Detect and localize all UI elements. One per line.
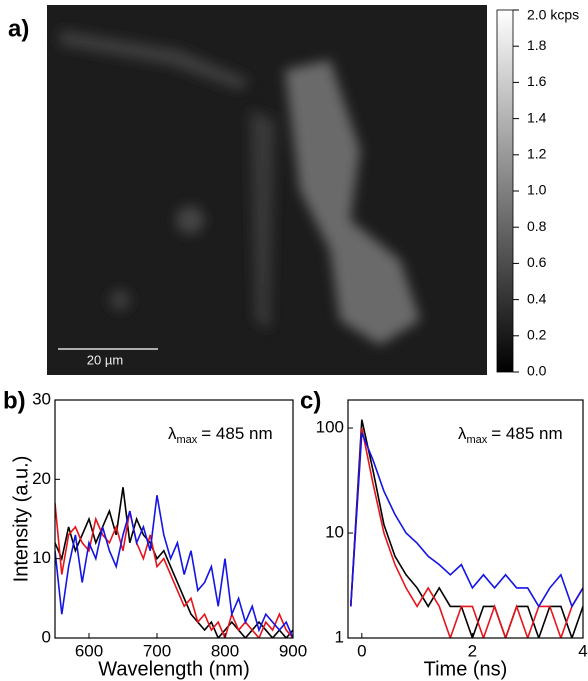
panel-label: a) <box>8 15 29 42</box>
colorbar <box>496 9 514 373</box>
colorbar-ticks: 0.0 0.2 0.4 0.6 0.8 1.0 1.2 1.4 1.6 1.8 2.0 kcps <box>513 7 579 379</box>
x-axis-label: Time (ns) <box>424 658 508 680</box>
data-line <box>55 495 293 638</box>
plot-frame <box>54 399 294 639</box>
data-line <box>349 432 583 609</box>
colorbar-tick-label: 2.0 kcps <box>527 7 579 23</box>
colorbar-tick-label: 0.8 <box>527 218 547 234</box>
x-tick-label: 0 <box>357 641 366 660</box>
speck <box>176 206 204 234</box>
x-tick-label: 800 <box>211 641 239 660</box>
speck <box>110 290 130 310</box>
plot-frame <box>347 399 584 639</box>
micrograph: 20 µm <box>47 5 487 375</box>
panel-label: b) <box>3 387 26 414</box>
data-line <box>55 487 293 638</box>
colorbar-tick-label: 1.0 <box>527 182 547 198</box>
y-tick-label: 30 <box>32 389 51 408</box>
annotation-text: = 485 nm <box>201 424 272 443</box>
x-tick-label: 700 <box>143 641 171 660</box>
data-line <box>55 503 293 638</box>
y-tick-label: 0 <box>42 627 51 646</box>
y-tick-label: 1 <box>335 627 344 646</box>
colorbar-tick-label: 1.6 <box>527 73 547 89</box>
colorbar-tick-label: 1.4 <box>527 109 547 125</box>
x-axis-label: Wavelength (nm) <box>98 658 250 680</box>
colorbar-tick-label: 0.6 <box>527 254 547 270</box>
x-tick-label: 4 <box>578 641 587 660</box>
annotation-subscript: max <box>467 434 488 446</box>
fiber-thread <box>60 30 250 90</box>
colorbar-tick-label: 1.8 <box>527 37 547 53</box>
annotation-subscript: max <box>177 434 198 446</box>
colorbar-tick-label: 0.0 <box>527 363 547 379</box>
data-line <box>349 419 583 638</box>
y-tick-label: 20 <box>32 469 51 488</box>
annotation-text: = 485 nm <box>491 424 562 443</box>
fiber-body <box>285 60 420 345</box>
colorbar-tick-label: 0.4 <box>527 290 547 306</box>
y-tick-label: 10 <box>32 548 51 567</box>
image-features <box>60 30 420 345</box>
annotation-symbol: λ <box>168 424 177 443</box>
x-tick-label: 900 <box>279 641 307 660</box>
data-line <box>349 427 583 638</box>
fiber-thread <box>250 110 275 330</box>
y-tick-label: 10 <box>325 523 344 542</box>
x-tick-label: 600 <box>75 641 103 660</box>
scale-bar-label: 20 µm <box>87 352 123 367</box>
x-tick-label: 2 <box>468 641 477 660</box>
panel-label: c) <box>300 387 321 414</box>
annotation: λmax = 485 nm <box>458 424 563 445</box>
y-tick-label: 100 <box>316 418 344 437</box>
colorbar-tick-label: 1.2 <box>527 146 547 162</box>
colorbar-tick-label: 0.2 <box>527 327 547 343</box>
annotation-symbol: λ <box>458 424 467 443</box>
y-axis-label: Intensity (a.u.) <box>10 456 32 583</box>
annotation: λmax = 485 nm <box>168 424 273 445</box>
